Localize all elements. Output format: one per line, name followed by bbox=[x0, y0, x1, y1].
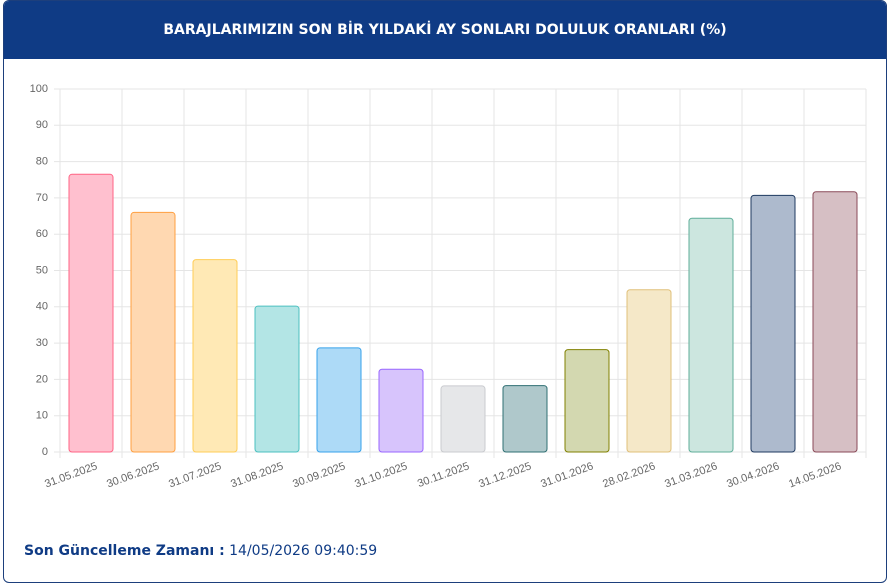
y-tick-label: 40 bbox=[36, 301, 48, 313]
bar bbox=[130, 211, 176, 453]
x-tick-label: 30.09.2025 bbox=[291, 460, 347, 490]
y-tick-label: 80 bbox=[36, 156, 48, 168]
y-tick-label: 50 bbox=[36, 264, 48, 276]
bar bbox=[564, 349, 610, 453]
bar bbox=[68, 173, 114, 453]
x-tick-label: 31.07.2025 bbox=[167, 460, 223, 490]
bar bbox=[688, 217, 734, 453]
x-tick-label: 31.10.2025 bbox=[353, 460, 409, 490]
x-tick-label: 31.03.2026 bbox=[663, 460, 719, 490]
y-tick-label: 0 bbox=[42, 446, 48, 458]
bar bbox=[750, 194, 796, 453]
y-tick-label: 60 bbox=[36, 228, 48, 240]
x-tick-label: 31.05.2025 bbox=[43, 460, 99, 490]
update-label: Son Güncelleme Zamanı : bbox=[24, 543, 225, 559]
x-tick-label: 30.11.2025 bbox=[416, 460, 471, 490]
card-header: BARAJLARIMIZIN SON BİR YILDAKİ AY SONLAR… bbox=[4, 1, 886, 59]
y-tick-label: 10 bbox=[36, 410, 48, 422]
bar bbox=[378, 368, 424, 453]
bar bbox=[254, 305, 300, 453]
y-tick-label: 20 bbox=[36, 373, 48, 385]
bar bbox=[440, 385, 486, 453]
bar bbox=[316, 347, 362, 453]
update-info: Son Güncelleme Zamanı : 14/05/2026 09:40… bbox=[24, 543, 377, 559]
x-tick-label: 28.02.2026 bbox=[601, 460, 657, 490]
x-tick-label: 14.05.2026 bbox=[787, 460, 843, 490]
chart-title: BARAJLARIMIZIN SON BİR YILDAKİ AY SONLAR… bbox=[163, 22, 727, 38]
x-tick-label: 31.12.2025 bbox=[477, 460, 533, 490]
x-tick-label: 31.08.2025 bbox=[229, 460, 285, 490]
y-tick-label: 90 bbox=[36, 119, 48, 131]
x-tick-label: 30.06.2025 bbox=[105, 460, 161, 490]
x-tick-label: 31.01.2026 bbox=[539, 460, 595, 490]
update-value: 14/05/2026 09:40:59 bbox=[229, 543, 378, 559]
bar bbox=[502, 385, 548, 453]
y-tick-label: 30 bbox=[36, 337, 48, 349]
card: BARAJLARIMIZIN SON BİR YILDAKİ AY SONLAR… bbox=[3, 0, 887, 583]
bar bbox=[626, 289, 672, 453]
bar bbox=[812, 191, 858, 453]
y-tick-label: 70 bbox=[36, 192, 48, 204]
bar bbox=[192, 259, 238, 453]
x-tick-label: 30.04.2026 bbox=[725, 460, 781, 490]
y-tick-label: 100 bbox=[30, 83, 48, 95]
